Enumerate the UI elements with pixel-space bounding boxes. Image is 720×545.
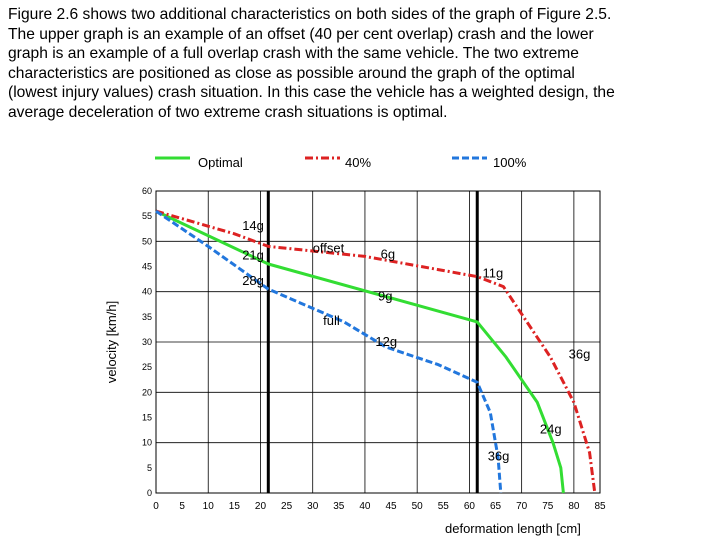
chart-annotation: full — [323, 313, 340, 328]
x-tick-label: 55 — [438, 501, 450, 512]
paragraph-line: Figure 2.6 shows two additional characte… — [8, 6, 612, 23]
y-tick-label: 5 — [147, 463, 152, 473]
x-tick-label: 25 — [281, 501, 293, 512]
x-tick-label: 20 — [255, 501, 267, 512]
x-tick-label: 15 — [229, 501, 241, 512]
y-tick-label: 50 — [142, 236, 152, 246]
y-tick-label: 0 — [147, 488, 152, 498]
y-axis-label: velocity [km/h] — [104, 301, 119, 383]
x-tick-label: 70 — [516, 501, 528, 512]
y-tick-label: 10 — [142, 438, 152, 448]
y-tick-label: 25 — [142, 362, 152, 372]
x-tick-label: 40 — [359, 501, 371, 512]
body-paragraph: Figure 2.6 shows two additional characte… — [8, 5, 714, 122]
x-tick-label: 50 — [412, 501, 424, 512]
y-tick-label: 60 — [142, 186, 152, 196]
chart-annotation: 11g — [482, 266, 503, 281]
paragraph-line: graph is an example of a full overlap cr… — [8, 45, 579, 62]
plot-frame — [155, 190, 601, 494]
chart-annotation: 6g — [381, 246, 395, 261]
series-line-optimal — [155, 209, 565, 494]
chart-annotation: 14g — [242, 218, 264, 233]
x-tick-label: 45 — [385, 501, 397, 512]
series-line-100pct — [155, 209, 503, 494]
x-axis-label: deformation length [cm] — [445, 521, 581, 536]
x-tick-label: 65 — [490, 501, 502, 512]
paragraph-line: average deceleration of two extreme cras… — [8, 103, 448, 121]
x-tick-label: 60 — [464, 501, 476, 512]
chart-annotation: 12g — [375, 334, 397, 349]
y-tick-label: 20 — [142, 387, 152, 397]
paragraph-line: characteristics are positioned as close … — [8, 64, 575, 82]
series-line-40pct — [155, 209, 597, 494]
x-tick-label: 10 — [203, 501, 215, 512]
x-tick-label: 85 — [594, 501, 606, 512]
x-tick-label: 0 — [153, 501, 159, 512]
paragraph-line: The upper graph is an example of an offs… — [8, 25, 594, 43]
y-tick-label: 45 — [142, 262, 152, 272]
y-tick-label: 30 — [142, 337, 152, 347]
paragraph-line: (lowest injury values) crash situation. … — [8, 84, 615, 101]
x-tick-label: 75 — [542, 501, 554, 512]
chart-annotation: 28g — [242, 273, 264, 288]
x-tick-label: 5 — [179, 501, 185, 512]
y-tick-label: 35 — [142, 312, 152, 322]
y-tick-label: 55 — [142, 211, 152, 221]
chart-annotation: 24g — [540, 422, 562, 437]
legend-label: 100% — [493, 155, 527, 170]
legend-label: Optimal — [198, 155, 243, 170]
x-tick-label: 30 — [307, 501, 319, 512]
chart-annotation: 21g — [242, 247, 264, 262]
chart-annotation: 9g — [378, 289, 392, 304]
chart-annotation: offset — [313, 240, 345, 255]
x-tick-label: 80 — [568, 501, 580, 512]
chart-annotation: 36g — [488, 448, 510, 463]
y-tick-label: 40 — [142, 287, 152, 297]
legend-label: 40% — [345, 155, 371, 170]
y-tick-label: 15 — [142, 413, 152, 423]
x-tick-label: 35 — [333, 501, 345, 512]
chart-annotation: 36g — [569, 347, 591, 362]
